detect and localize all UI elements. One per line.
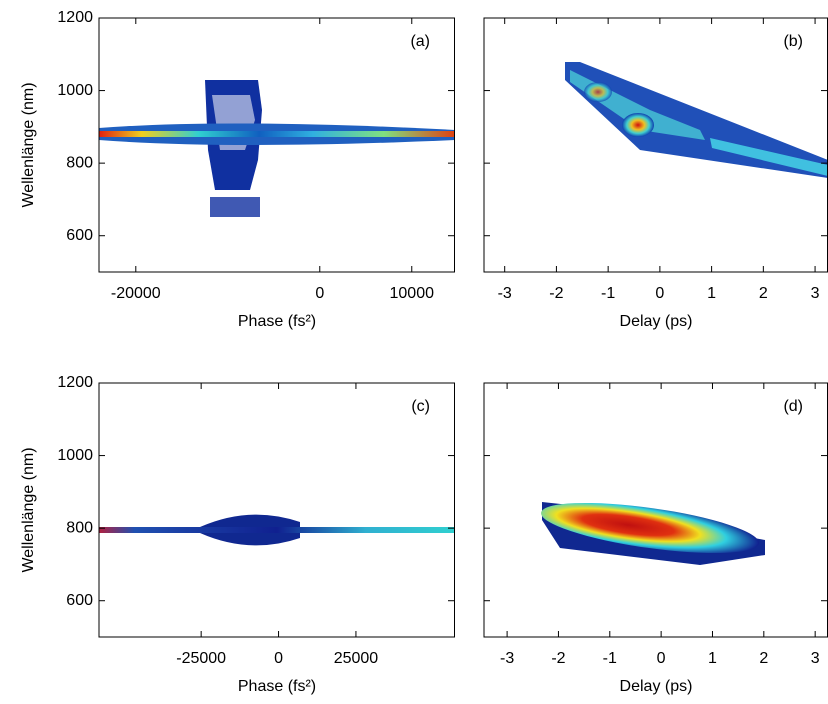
panel-label: (c)	[411, 398, 430, 415]
heatmap-d	[541, 502, 765, 565]
x-tick-label: -3	[498, 285, 512, 302]
x-axis-label: Delay (ps)	[620, 313, 693, 330]
x-tick-label: 0	[655, 285, 664, 302]
x-axis-label: Phase (fs²)	[238, 313, 316, 330]
y-tick-label: 1200	[57, 374, 93, 391]
x-tick-label: -25000	[176, 650, 226, 667]
x-tick-label: 10000	[390, 285, 435, 302]
x-tick-label: -2	[549, 285, 563, 302]
x-tick-label: 0	[657, 650, 666, 667]
heatmap-a	[99, 80, 455, 217]
y-tick-label: 600	[66, 592, 93, 609]
x-axis-label: Delay (ps)	[620, 678, 693, 695]
x-tick-label: 1	[707, 285, 716, 302]
y-tick-label: 800	[66, 154, 93, 171]
heatmap-c	[99, 514, 455, 546]
x-tick-label: -20000	[111, 285, 161, 302]
x-tick-label: -3	[500, 650, 514, 667]
x-tick-label: -1	[603, 650, 617, 667]
x-tick-label: 0	[315, 285, 324, 302]
y-tick-label: 800	[66, 519, 93, 536]
panel-label: (d)	[783, 398, 803, 415]
x-tick-label: -2	[551, 650, 565, 667]
y-tick-label: 1200	[57, 9, 93, 26]
panel-label: (a)	[410, 33, 430, 50]
x-tick-label: 2	[759, 285, 768, 302]
panel-label: (b)	[783, 33, 803, 50]
x-tick-label: 3	[811, 650, 820, 667]
x-tick-label: 3	[811, 285, 820, 302]
x-tick-label: 25000	[334, 650, 379, 667]
plot-frame	[98, 17, 455, 273]
y-axis-label: Wellenlänge (nm)	[20, 82, 37, 207]
plot-frame	[98, 382, 455, 638]
y-tick-label: 600	[66, 227, 93, 244]
heatmap-b	[565, 62, 828, 178]
x-tick-label: 2	[759, 650, 768, 667]
y-tick-label: 1000	[57, 447, 93, 464]
x-tick-label: 0	[274, 650, 283, 667]
x-tick-label: -1	[601, 285, 615, 302]
x-tick-label: 1	[708, 650, 717, 667]
y-axis-label: Wellenlänge (nm)	[20, 447, 37, 572]
y-tick-label: 1000	[57, 82, 93, 99]
x-axis-label: Phase (fs²)	[238, 678, 316, 695]
